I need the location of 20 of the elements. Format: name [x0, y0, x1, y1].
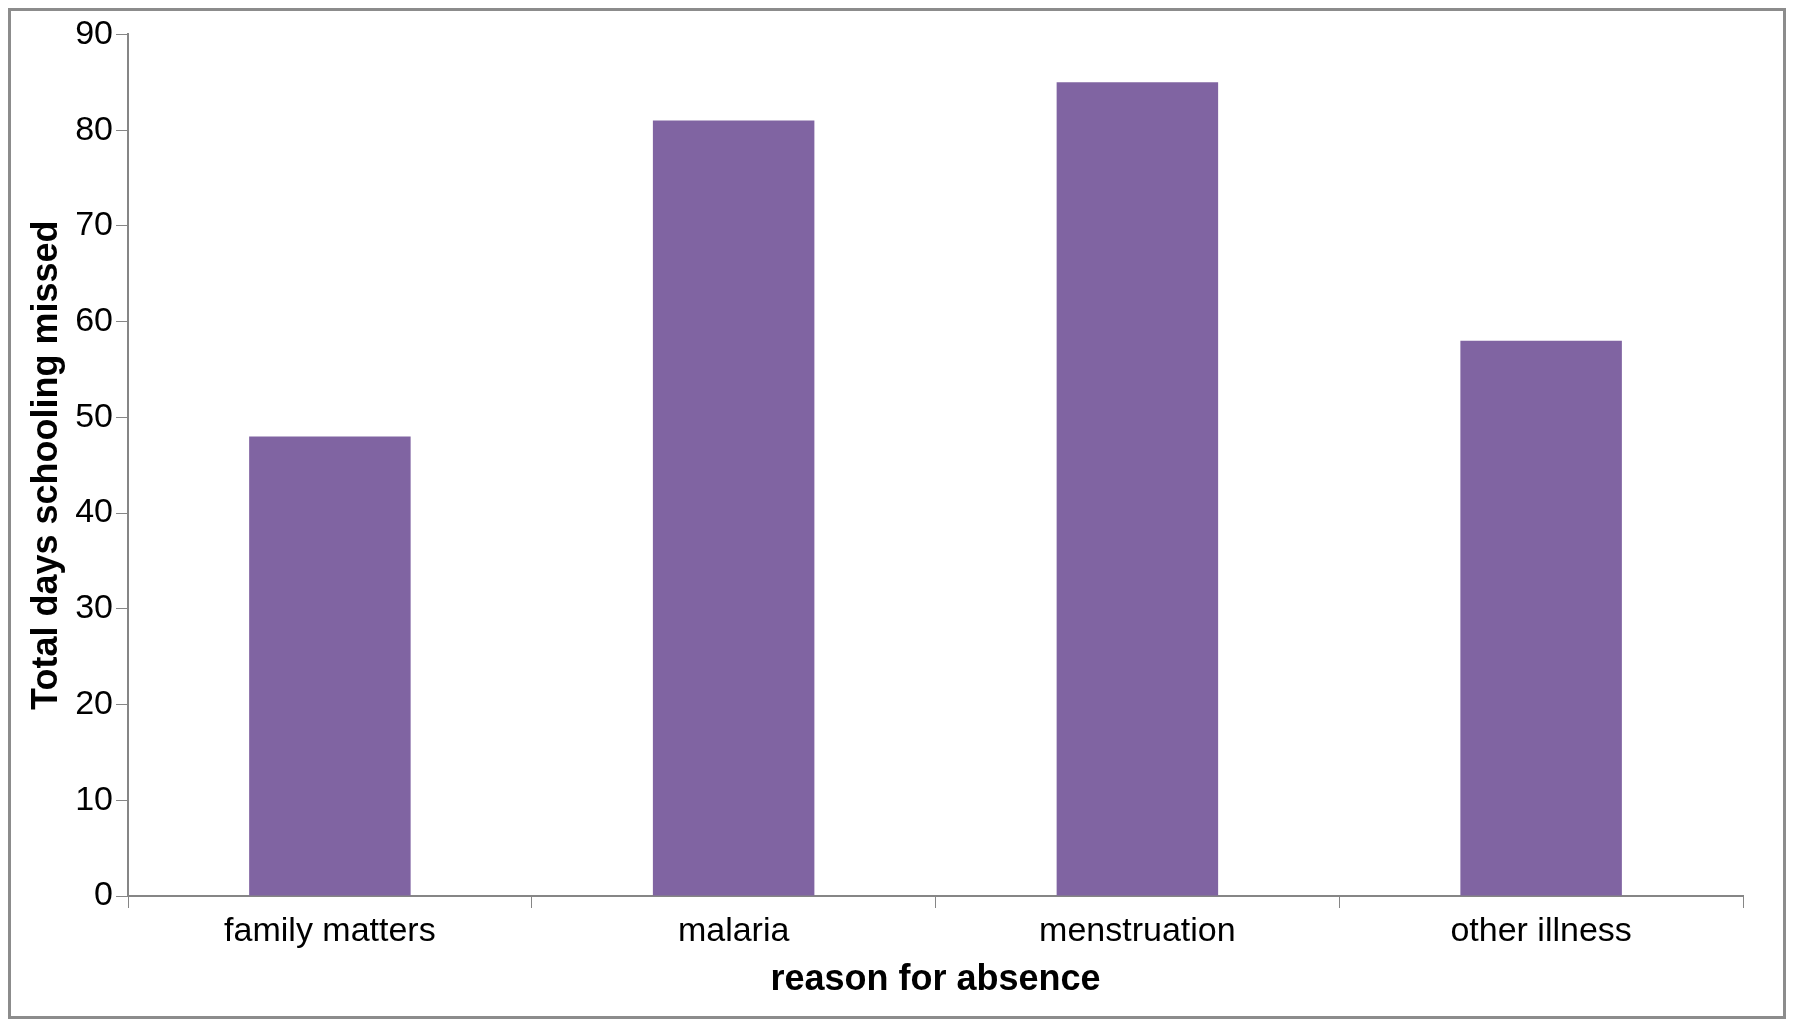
- bar: [1056, 82, 1219, 896]
- y-tick-label: 30: [75, 587, 114, 626]
- y-tick-label: 90: [75, 12, 114, 51]
- x-tick-label: menstruation: [1039, 909, 1236, 948]
- x-tick-label: other illness: [1450, 909, 1632, 948]
- y-tick-label: 70: [75, 204, 114, 243]
- x-tick-label: family matters: [224, 909, 436, 948]
- y-tick-label: 10: [75, 778, 114, 817]
- bar: [249, 436, 411, 896]
- y-axis-title: Total days schooling missed: [23, 220, 65, 710]
- y-tick-label: 40: [75, 491, 114, 530]
- y-tick-label: 20: [75, 682, 114, 721]
- bar: [1460, 340, 1622, 896]
- y-tick-label: 50: [75, 395, 114, 434]
- bar: [652, 120, 815, 896]
- x-axis-title: reason for absence: [770, 957, 1101, 999]
- x-tick-label: malaria: [677, 909, 790, 948]
- y-tick-label: 0: [94, 874, 114, 913]
- y-tick-label: 80: [75, 108, 114, 147]
- y-tick-label: 60: [75, 299, 114, 338]
